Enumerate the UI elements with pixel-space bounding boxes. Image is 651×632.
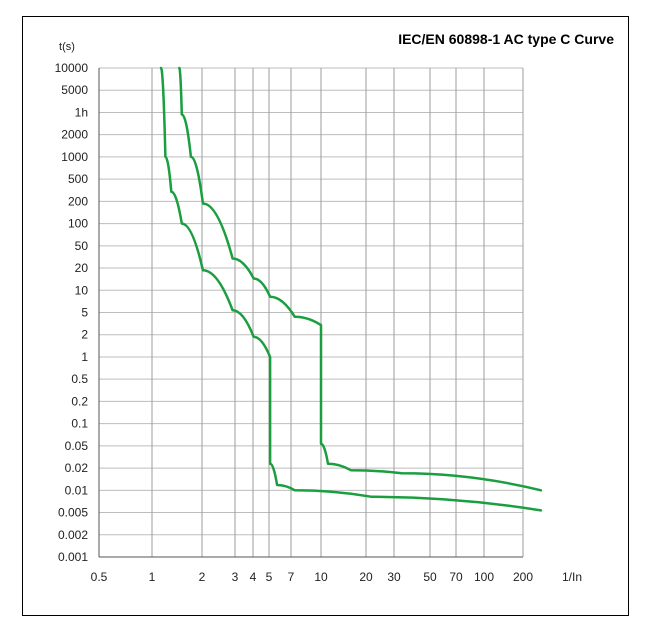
series-group [159,66,543,512]
grid [98,67,524,558]
x-tick-label: 50 [423,570,437,584]
x-tick-labels: 0.5 1 2 3 4 5 7 10 20 30 50 70 100 200 [91,570,534,584]
y-tick-labels: 10000 5000 1h 2000 1000 500 200 100 50 20 10 5 2 1 0.5… [55,61,89,564]
chart-title: IEC/EN 60898-1 AC type C Curve [398,31,614,47]
y-tick-label: 0.005 [58,506,88,520]
y-tick-label: 10 [75,283,89,297]
y-tick-label: 20 [75,261,89,275]
x-axis-label: 1/In [562,570,582,584]
x-tick-label: 5 [266,570,273,584]
x-tick-label: 3 [232,570,239,584]
y-tick-label: 0.2 [71,394,88,408]
y-tick-label: 1h [75,105,88,119]
x-tick-label: 4 [250,570,257,584]
y-tick-label: 0.002 [58,528,88,542]
y-tick-label: 1000 [61,150,88,164]
y-tick-label: 100 [68,217,88,231]
x-tick-label: 2 [199,570,206,584]
y-tick-label: 0.001 [58,550,88,564]
y-tick-label: 0.05 [65,439,89,453]
y-tick-label: 1 [81,350,88,364]
x-tick-label: 7 [288,570,295,584]
chart-frame: IEC/EN 60898-1 AC type C Curve [22,16,629,616]
y-tick-label: 0.02 [65,461,89,475]
y-tick-label: 0.01 [65,483,89,497]
y-tick-label: 500 [68,172,88,186]
x-tick-label: 70 [449,570,463,584]
y-tick-label: 200 [68,194,88,208]
x-tick-label: 20 [359,570,373,584]
x-tick-label: 100 [474,570,494,584]
x-tick-label: 1 [149,570,156,584]
x-tick-label: 0.5 [91,570,108,584]
y-tick-label: 5 [81,306,88,320]
x-tick-label: 30 [387,570,401,584]
y-tick-label: 50 [75,239,89,253]
series-line-2 [178,66,543,492]
y-tick-label: 2 [81,328,88,342]
y-tick-label: 0.1 [71,417,88,431]
y-tick-label: 5000 [61,83,88,97]
y-axis-label: t(s) [59,41,75,53]
series-line-1 [159,66,543,512]
x-tick-label: 200 [513,570,533,584]
y-tick-label: 0.5 [71,372,88,386]
y-tick-label: 2000 [61,128,88,142]
y-tick-label: 10000 [55,61,89,75]
x-tick-label: 10 [314,570,328,584]
